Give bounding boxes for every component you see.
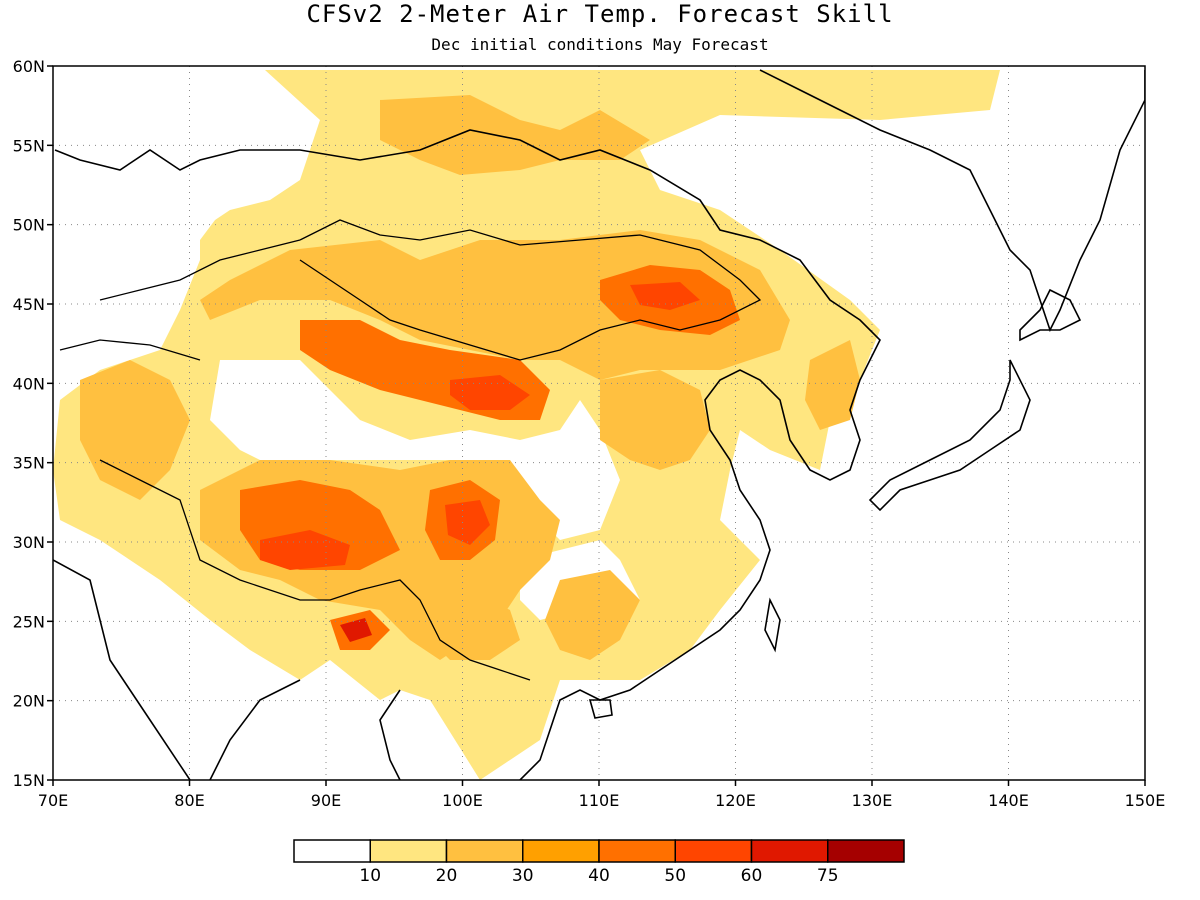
coastline-asia-east <box>54 129 881 780</box>
legend-swatch <box>827 839 905 863</box>
lat-tick-label: 50N <box>13 216 45 235</box>
lon-tick-label: 110E <box>579 791 620 810</box>
lat-tick-label: 35N <box>13 454 45 473</box>
lon-tick-label: 90E <box>311 791 341 810</box>
legend-label: 75 <box>817 866 839 886</box>
legend-label: 10 <box>359 866 381 886</box>
coastline-japan <box>868 288 1082 512</box>
border-mongolia <box>299 219 762 361</box>
legend-swatch <box>674 839 753 863</box>
lat-tick-label: 25N <box>13 612 45 631</box>
legend-swatch <box>598 839 676 863</box>
lon-tick-label: 100E <box>442 791 483 810</box>
lat-tick-label: 15N <box>13 771 45 790</box>
coastlines <box>53 69 1145 780</box>
lat-tick-label: 55N <box>13 136 45 155</box>
lat-tick-label: 20N <box>13 692 45 711</box>
map-title: CFSv2 2-Meter Air Temp. Forecast Skill <box>306 0 894 28</box>
skill-region-tibet-50 <box>260 530 350 570</box>
lat-tick-label: 60N <box>13 57 45 76</box>
legend-swatch <box>293 839 371 863</box>
legend-swatch <box>522 839 600 863</box>
legend-label: 30 <box>512 866 534 886</box>
lon-tick-label: 70E <box>38 791 68 810</box>
skill-field <box>53 70 1000 780</box>
skill-region-west-20 <box>80 360 190 500</box>
lon-tick-label: 120E <box>715 791 756 810</box>
skill-region-south-20 <box>545 570 640 660</box>
legend-label: 50 <box>664 866 686 886</box>
legend-swatch <box>750 839 829 863</box>
map-axes: 70E 80E 90E 100E 110E 120E 130E 140E 150E 15N 20N 2… <box>13 57 1166 810</box>
map-subtitle: Dec initial conditions May Forecast <box>431 35 769 54</box>
lon-tick-label: 80E <box>174 791 204 810</box>
skill-region-korea-20 <box>805 340 860 430</box>
colorbar-legend: 10 20 30 40 50 60 75 <box>293 839 905 886</box>
coastline-russia-east <box>759 69 1145 333</box>
lat-tick-label: 30N <box>13 533 45 552</box>
lon-tick-label: 140E <box>988 791 1029 810</box>
border-himalaya <box>99 459 531 681</box>
lon-tick-label: 150E <box>1125 791 1166 810</box>
skill-region-qinghai-50 <box>445 500 490 545</box>
legend-label: 60 <box>741 866 763 886</box>
skill-region-mongolia-50 <box>630 282 700 310</box>
skill-gap-kazakh <box>60 140 230 300</box>
skill-region-north-belt <box>53 70 1000 780</box>
lat-tick-label: 40N <box>13 374 45 393</box>
coastline-taiwan <box>764 597 781 653</box>
border-kazakh <box>59 239 301 361</box>
legend-swatch <box>369 839 448 863</box>
legend-label: 40 <box>588 866 610 886</box>
lat-tick-label: 45N <box>13 295 45 314</box>
coastline-hainan <box>588 699 613 719</box>
coastline-india <box>53 559 401 780</box>
skill-region-yunnan-20 <box>420 590 520 660</box>
legend-swatch <box>445 839 524 863</box>
skill-region-india-ne-50 <box>340 618 372 642</box>
legend-label: 20 <box>436 866 458 886</box>
lon-tick-label: 130E <box>852 791 893 810</box>
skill-region-northchina-20 <box>600 370 710 470</box>
